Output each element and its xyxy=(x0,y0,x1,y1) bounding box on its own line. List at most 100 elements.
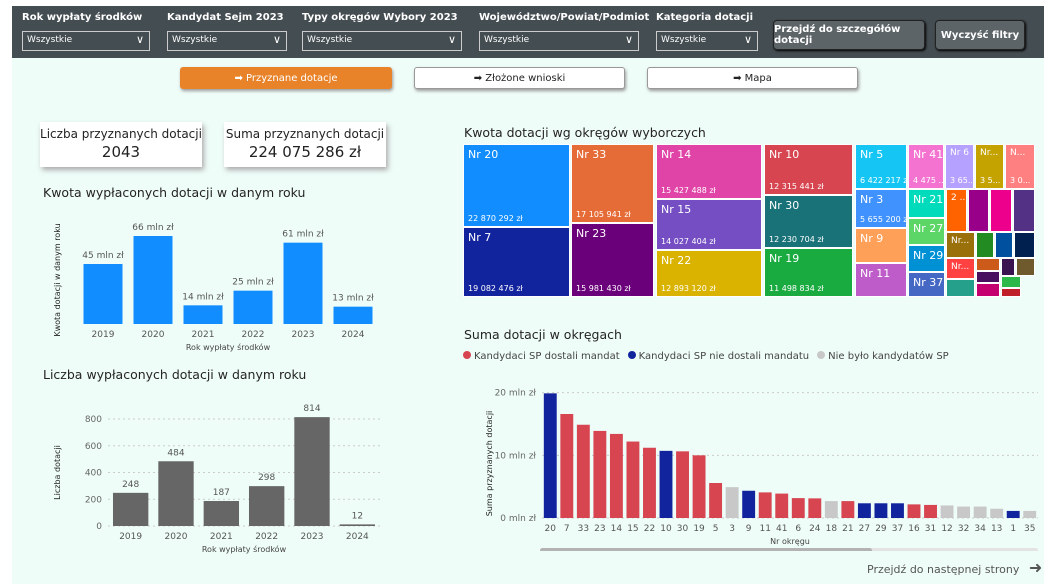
tile-label: Nr... xyxy=(951,262,970,272)
bar xyxy=(725,487,739,518)
clear-filters-button[interactable]: Wyczyść filtry xyxy=(935,20,1025,50)
treemap-tile[interactable] xyxy=(995,232,1013,258)
filter-dropdown[interactable]: Wszystkie ∨ xyxy=(22,31,150,51)
tile-value: 3 0... xyxy=(1010,176,1031,185)
tile-label: Nr 33 xyxy=(576,148,607,161)
filter-category[interactable]: Kategoria dotacji Wszystkie ∨ xyxy=(656,12,758,51)
treemap-tile[interactable]: Nr 19 11 498 834 zł xyxy=(764,248,853,297)
treemap-tile[interactable]: N... 3 0... xyxy=(1005,144,1035,189)
tile-label: Nr... xyxy=(951,236,970,246)
bar xyxy=(990,508,1004,518)
nav-przyznane-dotacje[interactable]: ➡ Przyznane dotacje xyxy=(180,67,392,89)
filter-value: Wszystkie xyxy=(27,35,73,45)
legend-dot xyxy=(463,351,471,359)
tile-value: 17 105 941 zł xyxy=(576,210,631,219)
treemap-tile[interactable] xyxy=(946,279,975,297)
bar xyxy=(659,450,673,518)
treemap-tile[interactable]: Nr... 3 5... xyxy=(975,144,1004,189)
tile-label: Nr 14 xyxy=(661,148,692,161)
treemap-tile[interactable]: Nr 11 xyxy=(855,263,907,297)
treemap-tile[interactable] xyxy=(976,283,1000,297)
dashboard: Rok wypłaty środków Wszystkie ∨ Kandydat S… xyxy=(12,6,1044,584)
filter-dropdown[interactable]: Wszystkie ∨ xyxy=(656,31,758,51)
data-label: 12 xyxy=(352,511,363,521)
treemap-tile[interactable]: Nr 10 12 315 441 zł xyxy=(764,144,853,195)
next-page-label: Przejdź do następnej strony xyxy=(867,563,1020,576)
nav-zlozone-wnioski[interactable]: ➡ Złożone wnioski xyxy=(414,67,625,89)
treemap-tile[interactable]: Nr 5 6 422 217 zł xyxy=(855,144,907,189)
data-label: 298 xyxy=(258,473,275,483)
details-button[interactable]: Przejdź do szczegółów dotacji xyxy=(773,20,925,50)
filter-district-type[interactable]: Typy okręgów Wybory 2023 Wszystkie ∨ xyxy=(302,12,462,51)
bar xyxy=(924,504,937,518)
treemap-tile[interactable] xyxy=(990,189,1012,232)
treemap-tile[interactable] xyxy=(1001,288,1021,297)
treemap-tile[interactable]: Nr... xyxy=(946,232,975,258)
treemap-tile[interactable]: Nr 29 xyxy=(908,245,945,272)
legend-item[interactable]: Nie było kandydatów SP xyxy=(817,351,949,362)
treemap-tile[interactable]: Nr 27 xyxy=(908,218,945,245)
treemap-tile[interactable] xyxy=(976,232,994,258)
treemap-tile[interactable] xyxy=(968,189,989,232)
chevron-down-icon: ∨ xyxy=(447,33,456,46)
treemap-tile[interactable]: Nr 20 22 870 292 zł xyxy=(463,144,570,227)
tile-value: 14 027 404 zł xyxy=(661,237,716,246)
x-axis-title: Nr okręgu xyxy=(770,537,810,546)
filter-candidate[interactable]: Kandydat Sejm 2023 Wszystkie ∨ xyxy=(167,12,287,51)
bar xyxy=(1023,510,1037,518)
tile-value: 12 315 441 zł xyxy=(769,182,824,191)
treemap-tile[interactable]: Nr 23 15 981 430 zł xyxy=(571,223,654,297)
chevron-down-icon: ∨ xyxy=(624,33,633,46)
filter-value: Wszystkie xyxy=(661,35,707,45)
kpi-title: Liczba przyznanych dotacji xyxy=(40,127,202,141)
x-tick-label: 33 xyxy=(578,524,589,534)
filter-dropdown[interactable]: Wszystkie ∨ xyxy=(302,31,462,51)
tile-label: N... xyxy=(1010,148,1026,158)
filter-region[interactable]: Województwo/Powiat/Podmiot Wszystkie ∨ xyxy=(479,12,649,51)
filter-year[interactable]: Rok wypłaty środków Wszystkie ∨ xyxy=(22,12,150,51)
tile-value: 6 422 217 zł xyxy=(860,176,907,185)
legend-item[interactable]: Kandydaci SP dostali mandat xyxy=(463,351,620,362)
treemap-tile[interactable]: Nr 9 xyxy=(855,228,907,263)
legend-item[interactable]: Kandydaci SP nie dostali mandatu xyxy=(627,351,809,362)
treemap-tile[interactable]: Nr 30 12 230 704 zł xyxy=(764,195,853,248)
treemap-tile[interactable] xyxy=(976,258,1000,271)
filter-dropdown[interactable]: Wszystkie ∨ xyxy=(479,31,639,51)
x-tick-label: 13 xyxy=(991,524,1002,534)
treemap-tile[interactable] xyxy=(1016,258,1035,276)
treemap-tile[interactable]: Nr 7 19 082 476 zł xyxy=(463,227,570,297)
bar xyxy=(857,503,871,518)
treemap-tile[interactable] xyxy=(976,271,1000,283)
treemap-tile[interactable]: 2 ... xyxy=(946,189,967,232)
treemap-tile[interactable] xyxy=(1001,276,1021,288)
x-tick-label: 14 xyxy=(611,524,623,534)
treemap-tile[interactable]: Nr 6 3 65... xyxy=(945,144,974,189)
treemap-tile[interactable]: Nr 33 17 105 941 zł xyxy=(571,144,654,223)
treemap-tile[interactable] xyxy=(1001,258,1015,276)
x-tick-label: 2020 xyxy=(165,532,188,542)
x-tick-label: 11 xyxy=(759,524,770,534)
y-tick-label: 0 xyxy=(96,522,102,532)
treemap-tile[interactable]: Nr 22 12 893 120 zł xyxy=(656,250,762,297)
tile-label: Nr... xyxy=(980,148,999,158)
treemap-tile[interactable]: Nr 15 14 027 404 zł xyxy=(656,199,762,250)
treemap-tile[interactable] xyxy=(1014,232,1035,258)
x-axis-title: Rok wypłaty środków xyxy=(202,544,287,554)
treemap-tile[interactable]: Nr 14 15 427 488 zł xyxy=(656,144,762,199)
treemap-chart: Nr 20 22 870 292 zł Nr 7 19 082 476 zł Nr 33… xyxy=(463,144,1035,297)
treemap-tile[interactable]: Nr 41 4 475 ... xyxy=(908,144,944,189)
treemap-tile[interactable]: Nr... xyxy=(946,258,975,279)
filter-label: Typy okręgów Wybory 2023 xyxy=(302,12,458,23)
bar xyxy=(133,236,173,324)
data-label: 61 mln zł xyxy=(282,230,324,240)
treemap-tile[interactable]: Nr 21 xyxy=(908,189,945,218)
scrollbar-thumb[interactable] xyxy=(540,548,872,551)
treemap-tile[interactable]: Nr 37 xyxy=(908,272,945,297)
treemap-tile[interactable] xyxy=(1013,189,1035,232)
bar xyxy=(874,503,888,518)
filter-dropdown[interactable]: Wszystkie ∨ xyxy=(167,31,287,51)
next-page-link[interactable]: Przejdź do następnej strony ➜ xyxy=(867,558,1042,577)
bar xyxy=(742,490,756,518)
treemap-tile[interactable]: Nr 3 5 655 200 zł xyxy=(855,189,907,228)
nav-mapa[interactable]: ➡ Mapa xyxy=(647,67,858,89)
